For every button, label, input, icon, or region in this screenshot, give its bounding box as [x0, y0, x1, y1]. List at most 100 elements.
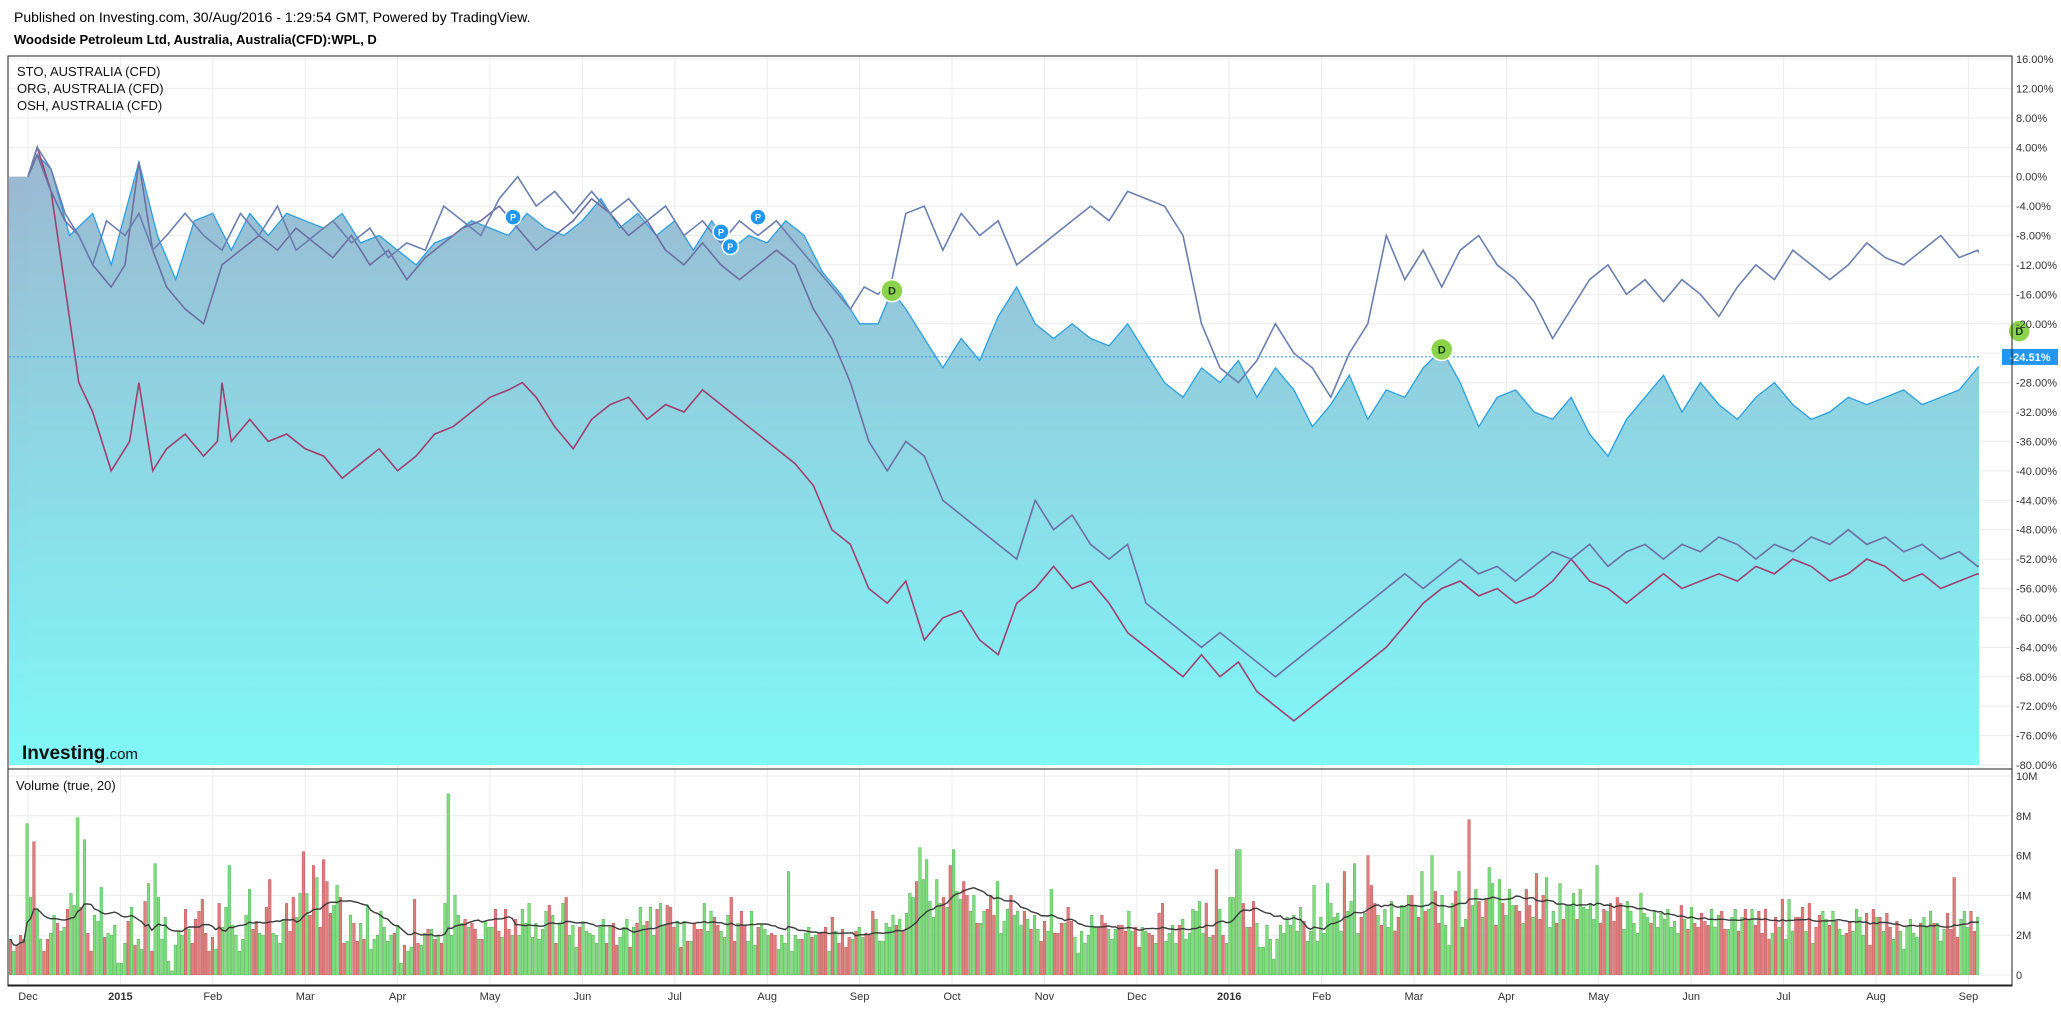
x-tick-label: Oct: [943, 991, 960, 1003]
volume-bar: [1292, 915, 1296, 975]
volume-bar: [1184, 939, 1188, 975]
volume-bar: [861, 937, 865, 975]
volume-bar: [1376, 915, 1380, 975]
volume-bar: [642, 925, 646, 975]
volume-bar: [541, 929, 545, 975]
volume-bar: [221, 927, 225, 975]
volume-bar: [904, 913, 908, 975]
volume-pane-label: Volume (true, 20): [16, 778, 116, 793]
volume-bar: [1790, 931, 1795, 975]
volume-bar: [130, 907, 134, 975]
volume-bar: [1174, 943, 1178, 975]
volume-bar: [1814, 927, 1818, 975]
y-tick-label: -32.00%: [2016, 407, 2057, 419]
dividend-marker-label: D: [2015, 326, 2023, 338]
volume-bar: [1592, 919, 1596, 975]
volume-bar: [1612, 921, 1616, 975]
volume-bar: [210, 937, 214, 975]
volume-bar: [611, 923, 615, 975]
volume-bar: [433, 939, 437, 975]
volume-bar: [581, 921, 585, 975]
x-tick-label: Feb: [1312, 991, 1331, 1003]
volume-bar: [123, 943, 127, 975]
volume-bar: [1962, 911, 1966, 975]
volume-bar: [355, 941, 359, 975]
volume-bar: [1302, 921, 1306, 975]
volume-bar: [891, 915, 895, 975]
volume-bar: [372, 939, 376, 975]
volume-bar: [386, 941, 390, 975]
volume-bar: [359, 923, 363, 975]
volume-bar: [1420, 871, 1424, 975]
volume-bar: [1390, 901, 1394, 975]
y-tick-label: 8.00%: [2016, 113, 2047, 125]
volume-bar: [790, 950, 794, 975]
volume-bar: [194, 919, 198, 975]
volume-bar: [1625, 901, 1629, 975]
volume-bar: [392, 933, 396, 975]
volume-bar: [1871, 909, 1875, 975]
volume-bar: [729, 897, 733, 975]
osh-series-line: [27, 145, 1979, 400]
volume-bar: [1956, 937, 1960, 975]
y-tick-label: 12.00%: [2016, 83, 2054, 95]
volume-bar: [1861, 935, 1865, 975]
volume-bar: [709, 911, 713, 975]
volume-bar: [1511, 905, 1515, 975]
volume-bar: [682, 921, 686, 975]
volume-bar: [925, 859, 929, 975]
volume-bar: [22, 939, 26, 975]
volume-bar: [780, 935, 784, 975]
volume-bar: [109, 935, 113, 975]
volume-bar: [1629, 911, 1633, 975]
volume-bar: [55, 923, 59, 975]
volume-bar: [440, 943, 444, 975]
volume-bar: [1804, 931, 1808, 975]
volume-bar: [659, 903, 663, 975]
volume-bar: [1652, 911, 1656, 975]
volume-bar: [942, 897, 946, 975]
volume-bar: [551, 915, 555, 975]
volume-bar: [274, 935, 278, 975]
volume-bar: [342, 943, 346, 975]
volume-bar: [1070, 921, 1074, 975]
x-tick-label: Apr: [1498, 991, 1515, 1003]
volume-bar: [180, 935, 184, 975]
volume-bar: [1043, 921, 1047, 975]
y-tick-label: -48.00%: [2016, 525, 2057, 537]
volume-bar: [18, 935, 22, 975]
dividend-marker: [1429, 337, 1454, 362]
volume-bar: [989, 895, 993, 975]
volume-bar: [170, 970, 174, 975]
volume-bar: [1945, 913, 1949, 975]
volume-bar: [1902, 948, 1906, 975]
volume-bar: [177, 931, 181, 975]
volume-bar: [487, 927, 491, 975]
volume-bar: [396, 925, 400, 975]
x-tick-label: Sep: [850, 991, 870, 1003]
volume-bar: [1797, 917, 1801, 975]
volume-bar: [1514, 905, 1518, 975]
volume-bar: [42, 950, 46, 975]
y-tick-label: -80.00%: [2016, 760, 2057, 772]
volume-bar: [163, 917, 167, 975]
x-tick-label: Jun: [1682, 991, 1700, 1003]
y-tick-label: -36.00%: [2016, 436, 2057, 448]
volume-bar: [1632, 923, 1636, 975]
x-tick-label: Jul: [1777, 991, 1791, 1003]
volume-bar: [254, 921, 258, 975]
volume-bar: [288, 931, 292, 975]
volume-bar: [1753, 925, 1757, 975]
volume-bar: [1777, 927, 1781, 975]
volume-bar: [1107, 929, 1111, 975]
volume-bar: [827, 950, 831, 975]
split-marker: [749, 208, 767, 226]
volume-bar: [915, 881, 919, 975]
volume-bar: [524, 923, 528, 975]
volume-bar: [315, 877, 319, 975]
volume-bar: [1157, 913, 1161, 975]
volume-bar: [938, 903, 942, 975]
volume-bar: [143, 901, 147, 975]
volume-bar: [1683, 919, 1687, 975]
volume-bar: [840, 929, 844, 975]
